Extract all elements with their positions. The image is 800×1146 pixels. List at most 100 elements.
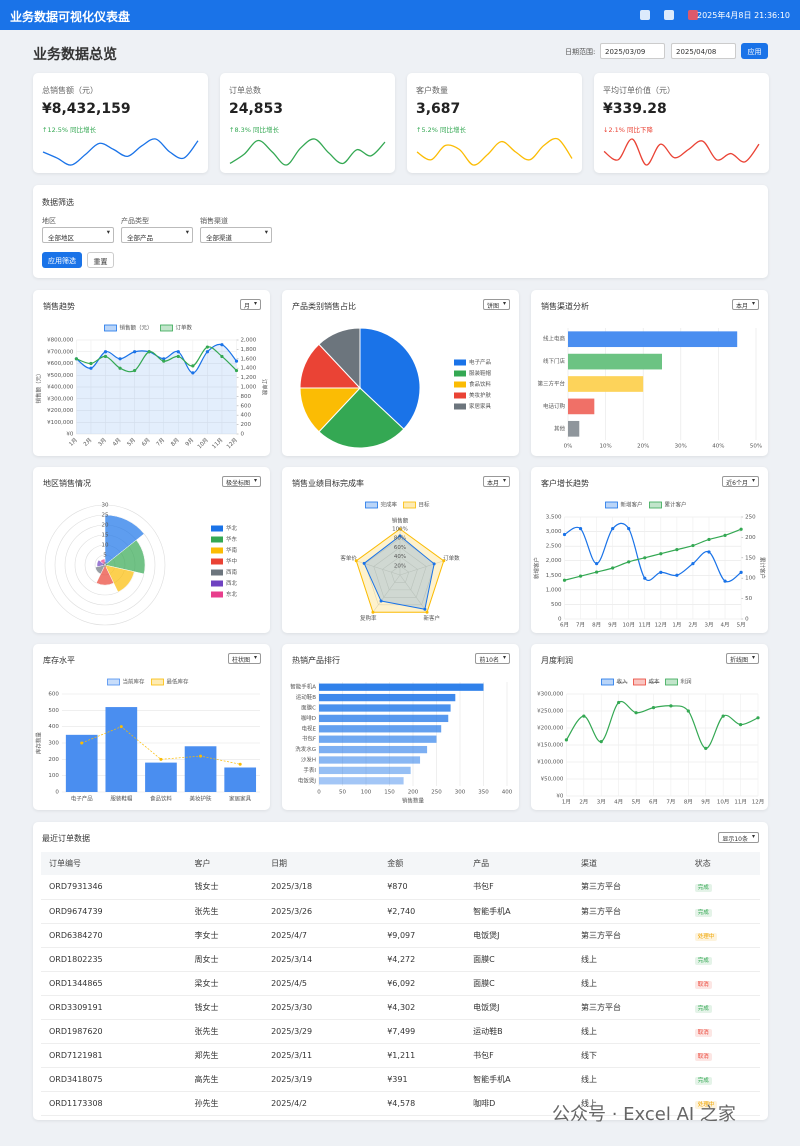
kpi-change: ↑5.2% 同比增长 xyxy=(416,126,467,134)
date-input[interactable]: 2025/03/09 xyxy=(600,43,665,59)
x-tick-label: 4月 xyxy=(111,437,122,448)
point xyxy=(398,534,402,538)
point xyxy=(103,354,108,359)
y-tick-label: 线下门店 xyxy=(543,357,566,365)
apply-filter[interactable]: 应用筛选 xyxy=(42,252,82,268)
y2-tick-label: 250 xyxy=(745,515,756,521)
status-cell: 取消 xyxy=(686,1019,760,1044)
legend-swatch xyxy=(633,678,646,686)
status-badge: 取消 xyxy=(694,1052,712,1061)
x-tick-label: 5月 xyxy=(126,437,137,448)
x-tick-label: 150 xyxy=(384,790,395,796)
y-tick-label: 手表I xyxy=(303,766,316,774)
y-tick-label: ¥250,000 xyxy=(537,709,564,715)
point xyxy=(595,570,599,574)
apply-button[interactable]: 应用 xyxy=(741,43,768,59)
chart-select[interactable]: 柱状图 xyxy=(227,653,261,664)
chart-select[interactable]: 近6个月 xyxy=(722,476,759,487)
cell: 张先生 xyxy=(186,1019,264,1044)
cell: 钱女士 xyxy=(186,875,264,900)
x-tick-label: 1月 xyxy=(672,622,681,629)
legend-label: 最低库存 xyxy=(167,678,190,686)
point xyxy=(691,562,695,566)
y2-tick-label: 1,400 xyxy=(241,366,257,372)
y-tick-label: 100 xyxy=(48,773,59,779)
datetime: 2025年4月8日 21:36:10 xyxy=(696,11,790,20)
r-tick-label: 40% xyxy=(394,554,406,560)
order-row: ORD9674739 张先生 2025/3/26 ¥2,740 智能手机A 第三方平台 完成 xyxy=(41,899,760,924)
point xyxy=(651,706,656,710)
icon[interactable] xyxy=(664,10,674,20)
orders-select[interactable]: 显示10条 xyxy=(718,832,759,843)
y-tick-label: ¥300,000 xyxy=(47,396,74,402)
bar xyxy=(319,756,421,764)
point xyxy=(119,725,123,729)
legend-label: 华北 xyxy=(226,524,238,532)
line xyxy=(565,700,759,749)
bar xyxy=(568,398,595,415)
legend-swatch xyxy=(601,678,614,686)
overview-title: 业务数据总览 xyxy=(33,47,117,63)
chart-select[interactable]: 极坐标图 xyxy=(221,476,261,487)
y2-tick-label: 2,000 xyxy=(241,338,257,344)
x-tick-label: 12月 xyxy=(225,437,239,451)
point xyxy=(578,574,583,578)
legend-swatch xyxy=(211,536,223,543)
icon[interactable] xyxy=(640,10,650,20)
point xyxy=(199,754,203,758)
r-tick-label: 20% xyxy=(394,563,406,569)
spoke xyxy=(399,574,428,613)
chart-title: 销售渠道分析 xyxy=(541,302,589,311)
polar-sector xyxy=(96,559,106,568)
x-tick-label: 6月 xyxy=(560,622,569,629)
cell: 第三方平台 xyxy=(573,875,687,900)
polar-sector xyxy=(104,564,135,593)
polar-sector xyxy=(95,564,115,586)
date-input[interactable]: 2025/04/08 xyxy=(671,43,736,59)
kpi-label: 总销售额（元） xyxy=(42,86,98,95)
sparkline-line xyxy=(603,138,760,166)
x-tick-label: 4月 xyxy=(721,622,730,629)
cell: 线上 xyxy=(573,1019,687,1044)
x-tick-label: 10月 xyxy=(717,799,730,806)
filter-title: 数据筛选 xyxy=(42,198,74,207)
pie-slice xyxy=(318,387,405,449)
y-tick-label: 洗发水G xyxy=(295,745,316,753)
point xyxy=(362,561,366,565)
point xyxy=(379,599,383,603)
chart-select[interactable]: 本月 xyxy=(482,476,510,487)
cell: ORD6384270 xyxy=(41,923,187,948)
cell: 2025/3/19 xyxy=(263,1067,380,1092)
y-tick-label: 其他 xyxy=(554,424,566,432)
chart-select[interactable]: 本月 xyxy=(731,299,759,310)
chart-select[interactable]: 饼图 xyxy=(482,299,510,310)
point xyxy=(562,532,567,537)
y-tick-label: 线上电商 xyxy=(543,335,566,343)
point xyxy=(74,357,78,361)
chart-select[interactable]: 月 xyxy=(239,299,261,310)
chart-select[interactable]: 前10名 xyxy=(475,653,510,664)
y2-tick-label: 1,800 xyxy=(241,347,257,353)
chart-select[interactable]: 折线图 xyxy=(725,653,759,664)
filter-select[interactable]: 全部渠道 xyxy=(200,227,272,243)
reset[interactable]: 重置 xyxy=(87,252,114,268)
y-tick-label: ¥100,000 xyxy=(47,420,74,426)
icon[interactable] xyxy=(688,10,698,20)
point xyxy=(89,366,93,370)
cell: ¥2,740 xyxy=(379,899,466,924)
point xyxy=(595,562,599,566)
x-tick-label: 20% xyxy=(637,444,649,450)
cell: 2025/3/14 xyxy=(263,947,380,972)
y-tick-label: 书包F xyxy=(302,735,316,743)
status-cell: 取消 xyxy=(686,1043,760,1068)
y-tick-label: 2,000 xyxy=(546,558,562,564)
filter-select[interactable]: 全部产品 xyxy=(121,227,193,243)
y-tick-label: 电话订购 xyxy=(543,402,566,410)
point xyxy=(562,578,567,582)
cell: 钱女士 xyxy=(186,995,264,1020)
legend-label: 食品饮料 xyxy=(469,380,492,388)
point xyxy=(398,527,402,531)
filter-select[interactable]: 全部地区 xyxy=(42,227,114,243)
